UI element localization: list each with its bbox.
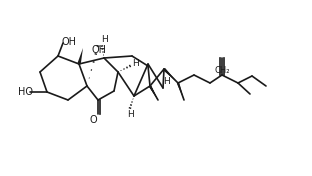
Text: H: H: [163, 77, 169, 86]
Polygon shape: [77, 48, 83, 64]
Polygon shape: [149, 85, 158, 100]
Polygon shape: [149, 85, 158, 100]
Text: OH: OH: [92, 45, 107, 55]
Text: H: H: [132, 59, 139, 68]
Text: O: O: [89, 115, 97, 125]
Text: CH₂: CH₂: [214, 66, 230, 75]
Text: HO: HO: [18, 87, 33, 97]
Text: OH: OH: [62, 37, 77, 47]
Polygon shape: [177, 83, 184, 100]
Text: H: H: [101, 35, 107, 44]
Polygon shape: [163, 68, 178, 83]
Text: H: H: [127, 110, 133, 119]
